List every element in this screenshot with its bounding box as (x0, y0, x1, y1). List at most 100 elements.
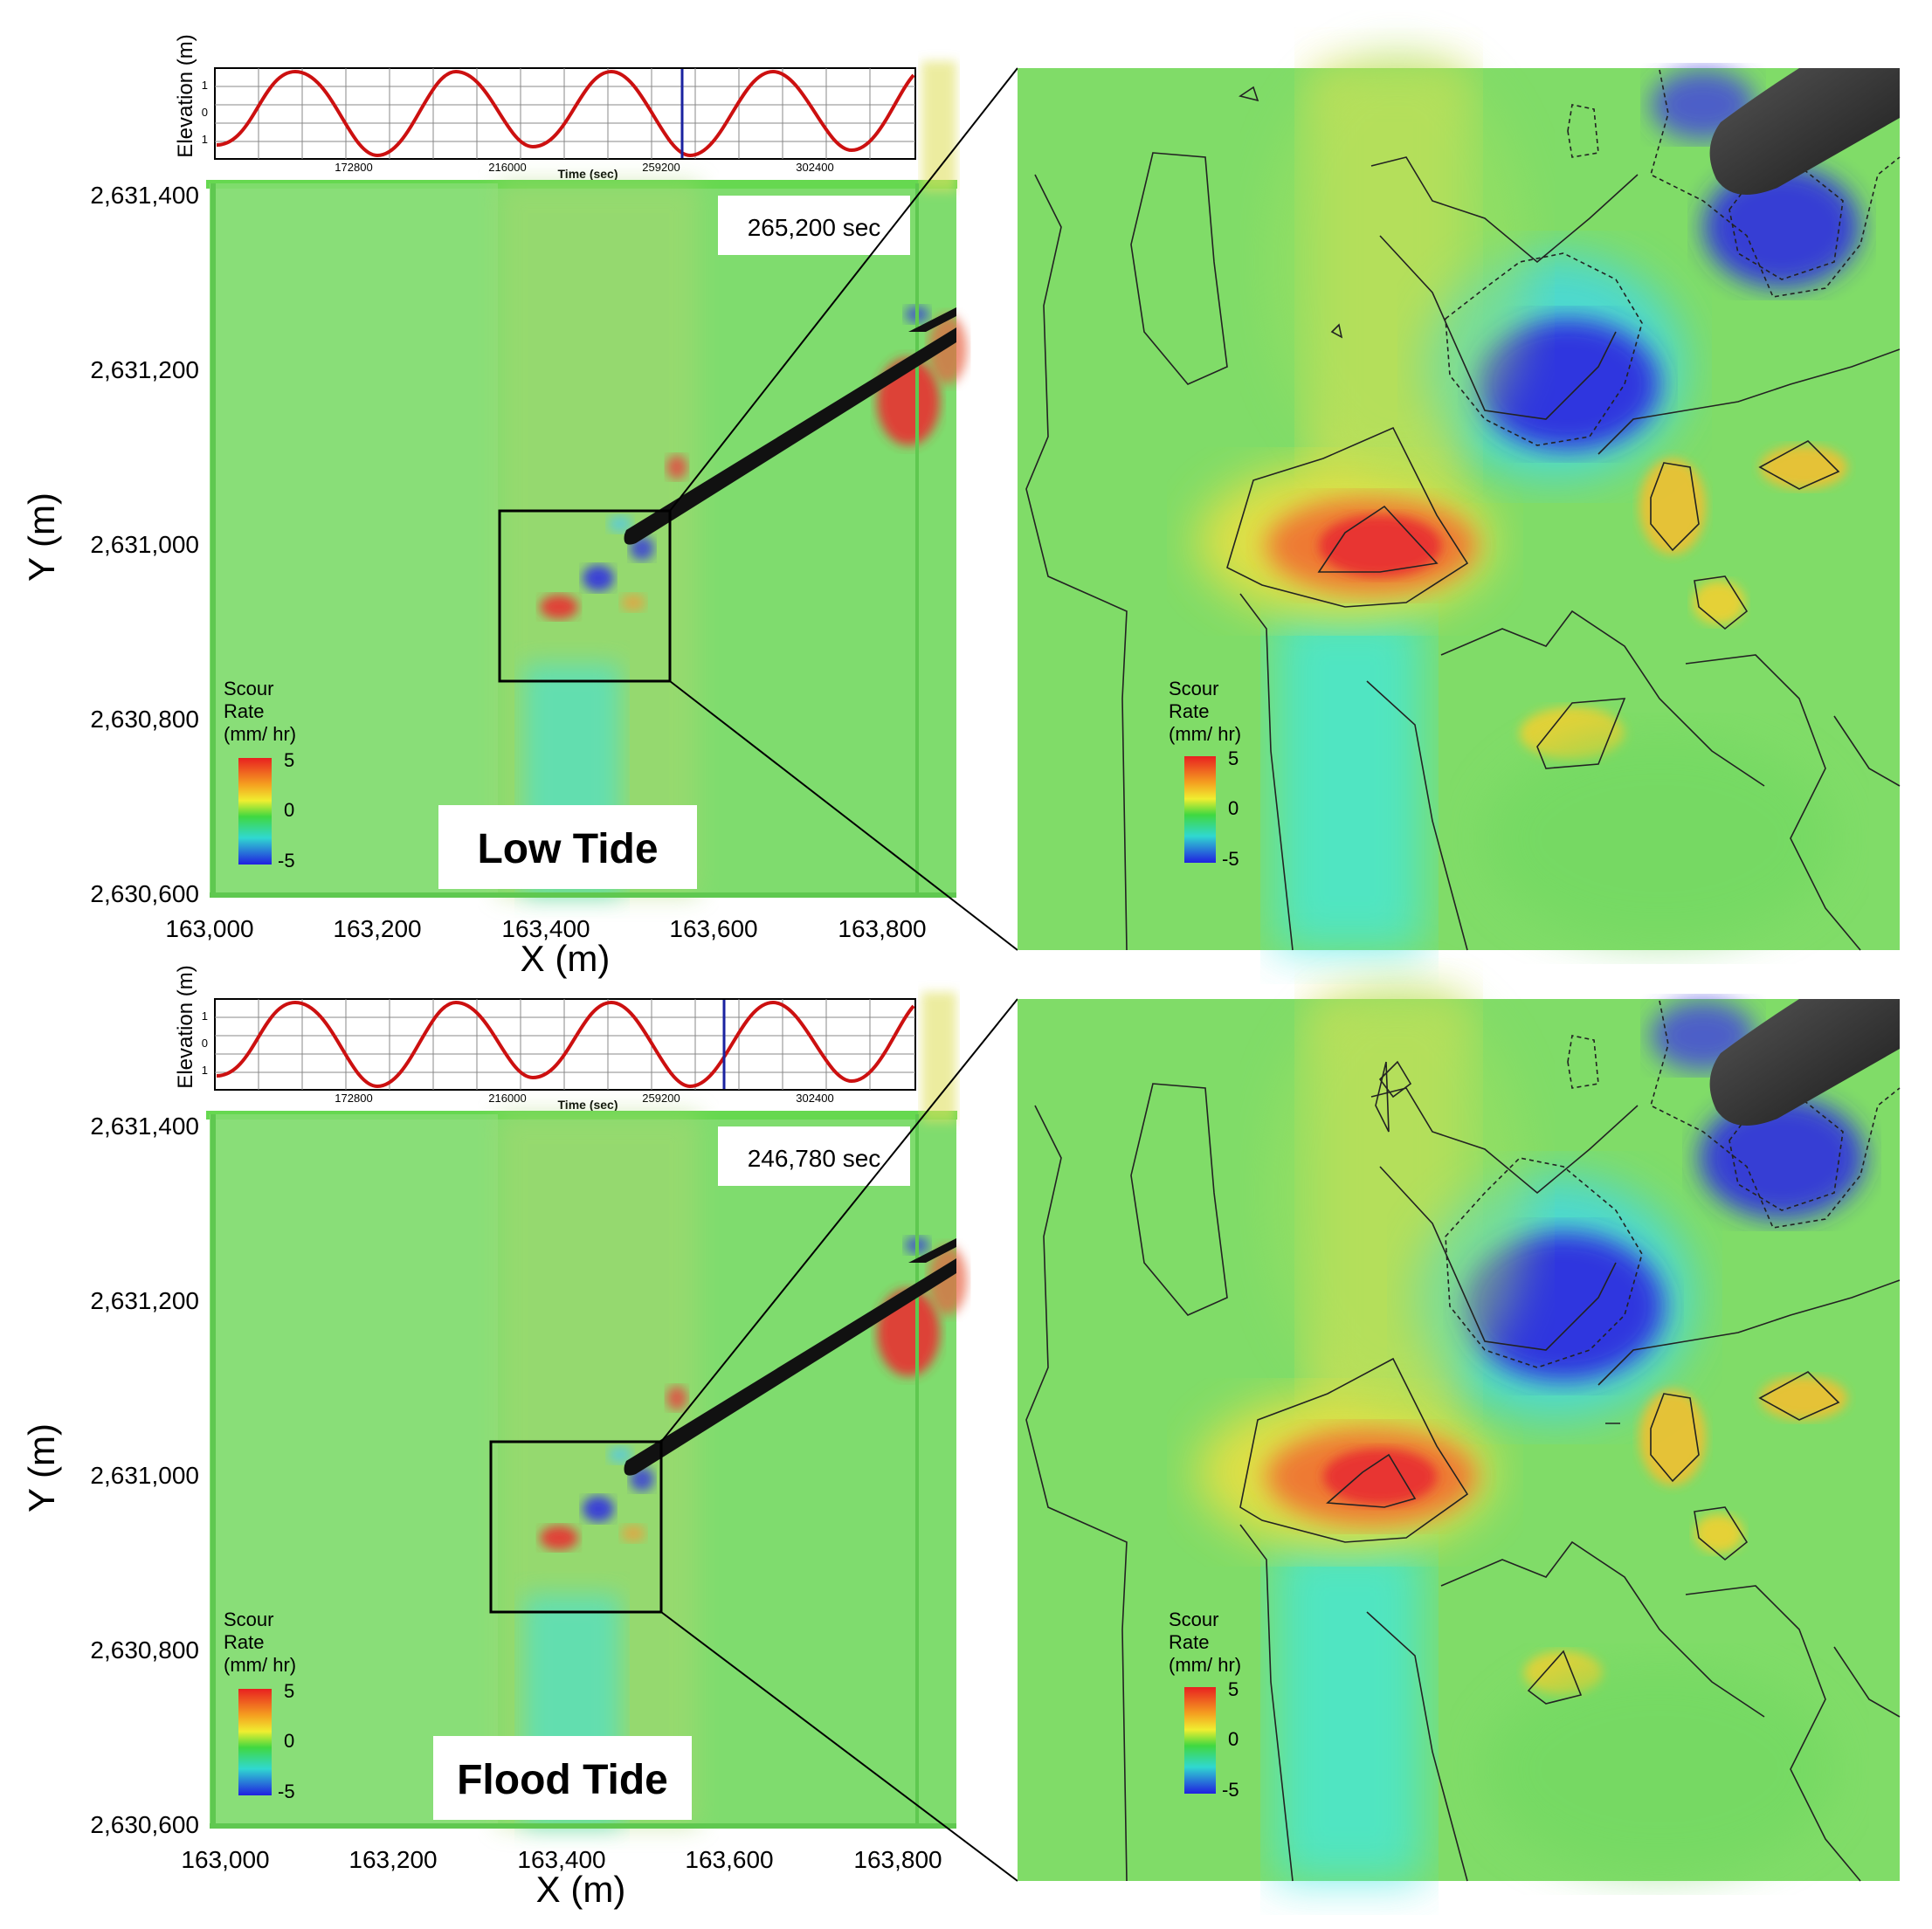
inset-contours (1025, 1060, 1901, 1882)
x-axis-label: X (m) (536, 1869, 626, 1910)
inset-colorbar-tick-3: -5 (1222, 848, 1239, 870)
x-tick-1: 163,000 (165, 915, 253, 942)
tide-y-tick-3: 1 (202, 133, 208, 146)
x-axis-ticks: 163,000 163,200 163,400 163,600 163,800 (165, 915, 926, 942)
pier (624, 327, 956, 545)
x-tick-5: 163,800 (838, 915, 926, 942)
tide-y-tick-1: 1 (202, 1009, 208, 1023)
zoom-box (498, 509, 672, 683)
tide-y-tick-2: 0 (202, 1037, 208, 1050)
scour-field (210, 61, 967, 895)
inset-pier (1709, 999, 1900, 1126)
tide-y-tick-2: 0 (202, 106, 208, 119)
y-tick-1: 2,630,600 (90, 880, 199, 907)
tide-y-tick-1: 1 (202, 79, 208, 92)
y-tick-3: 2,631,000 (90, 531, 199, 558)
zoom-box (489, 1440, 663, 1614)
tide-x-label: Time (sec) (558, 167, 618, 181)
tide-line (216, 69, 915, 158)
tide-y-label: Elevation (m) (174, 34, 197, 157)
time-label: 246,780 sec (748, 1145, 881, 1172)
colorbar-tick-3: -5 (278, 850, 295, 871)
x-tick-4: 163,600 (669, 915, 757, 942)
y-tick-4: 2,631,200 (90, 356, 199, 383)
tide-x-tick-4: 302400 (796, 1092, 833, 1105)
x-tick-3: 163,400 (517, 1846, 605, 1873)
colorbar: Scour Rate (mm/ hr) 5 0 -5 (224, 678, 296, 871)
inset-colorbar-tick-1: 5 (1228, 1678, 1239, 1700)
inset-field (1197, 52, 1860, 950)
inset-pier (1709, 68, 1900, 195)
y-axis-ticks: 2,630,600 2,630,800 2,631,000 2,631,200 … (90, 182, 199, 907)
colorbar-tick-2: 0 (284, 799, 294, 821)
x-axis-ticks: 163,000 163,200 163,400 163,600 163,800 (181, 1846, 942, 1873)
bottom-panel: 1 0 1 172800 216000 259200 302400 Time (… (21, 965, 1901, 1910)
tide-x-tick-3: 259200 (642, 161, 680, 174)
inset-colorbar-title-1: Scour (1169, 1609, 1218, 1630)
x-tick-2: 163,200 (348, 1846, 437, 1873)
tide-chart-bottom: 1 0 1 172800 216000 259200 302400 Time (… (174, 965, 916, 1112)
tide-x-tick-2: 216000 (488, 1092, 526, 1105)
colorbar-title-3: (mm/ hr) (224, 723, 296, 745)
colorbar-title-2: Rate (224, 1631, 264, 1653)
colorbar-tick-1: 5 (284, 1680, 294, 1702)
y-axis-ticks: 2,630,600 2,630,800 2,631,000 2,631,200 … (90, 1113, 199, 1838)
tide-x-tick-4: 302400 (796, 161, 833, 174)
colorbar-tick-3: -5 (278, 1781, 295, 1802)
time-label: 265,200 sec (748, 214, 881, 241)
inset-colorbar: Scour Rate (mm/ hr) 5 0 -5 (1169, 1609, 1241, 1801)
panel-label: Flood Tide (457, 1757, 668, 1803)
inset-colorbar-title-2: Rate (1169, 700, 1209, 722)
y-tick-4: 2,631,200 (90, 1287, 199, 1314)
inset-colorbar-tick-2: 0 (1228, 1728, 1239, 1750)
y-axis-label: Y (m) (21, 493, 62, 582)
map-top: 265,200 sec Low Tide Scour Rate (mm/ hr)… (21, 61, 967, 979)
tide-y-label: Elevation (m) (174, 965, 197, 1088)
inset-contours (1025, 86, 1901, 951)
y-tick-5: 2,631,400 (90, 1113, 199, 1140)
x-tick-3: 163,400 (501, 915, 590, 942)
inset-field (1197, 983, 1865, 1881)
inset-colorbar-tick-3: -5 (1222, 1779, 1239, 1801)
x-tick-5: 163,800 (853, 1846, 942, 1873)
tide-x-label: Time (sec) (558, 1098, 618, 1112)
colorbar-title-3: (mm/ hr) (224, 1654, 296, 1676)
tide-x-tick-3: 259200 (642, 1092, 680, 1105)
panel-label: Low Tide (477, 826, 658, 872)
x-tick-1: 163,000 (181, 1846, 269, 1873)
colorbar-tick-2: 0 (284, 1730, 294, 1752)
colorbar-tick-1: 5 (284, 749, 294, 771)
colorbar-title-2: Rate (224, 700, 264, 722)
time-label-box: 265,200 sec (718, 196, 910, 255)
panel-label-box: Low Tide (438, 805, 697, 889)
tide-y-tick-3: 1 (202, 1064, 208, 1077)
tide-line (216, 1000, 915, 1089)
colorbar-title-1: Scour (224, 1609, 273, 1630)
zoom-inset-bottom: Scour Rate (mm/ hr) 5 0 -5 (1018, 983, 1901, 1882)
y-tick-3: 2,631,000 (90, 1462, 199, 1489)
panel-label-box: Flood Tide (433, 1736, 692, 1820)
y-axis-label: Y (m) (21, 1423, 62, 1512)
zoom-inset-top: Scour Rate (mm/ hr) 5 0 -5 (1018, 52, 1901, 951)
y-tick-5: 2,631,400 (90, 182, 199, 209)
inset-colorbar-tick-2: 0 (1228, 797, 1239, 819)
colorbar-title-1: Scour (224, 678, 273, 699)
top-panel: 1 0 1 172800 216000 259200 302400 Time (… (21, 34, 1901, 979)
tide-x-tick-1: 172800 (335, 161, 372, 174)
inset-colorbar-title-2: Rate (1169, 1631, 1209, 1653)
pier (624, 1258, 956, 1476)
inset-colorbar-title-3: (mm/ hr) (1169, 723, 1241, 745)
inset-colorbar-title-3: (mm/ hr) (1169, 1654, 1241, 1676)
tide-x-tick-2: 216000 (488, 161, 526, 174)
map-bottom: 246,780 sec Flood Tide Scour Rate (mm/ h… (21, 992, 967, 1910)
x-axis-label: X (m) (521, 938, 611, 979)
x-tick-2: 163,200 (333, 915, 421, 942)
tide-chart-top: 1 0 1 172800 216000 259200 302400 Time (… (174, 34, 916, 181)
inset-colorbar-tick-1: 5 (1228, 747, 1239, 769)
y-tick-1: 2,630,600 (90, 1811, 199, 1838)
x-tick-4: 163,600 (685, 1846, 773, 1873)
inset-colorbar-title-1: Scour (1169, 678, 1218, 699)
y-tick-2: 2,630,800 (90, 706, 199, 733)
tide-x-tick-1: 172800 (335, 1092, 372, 1105)
